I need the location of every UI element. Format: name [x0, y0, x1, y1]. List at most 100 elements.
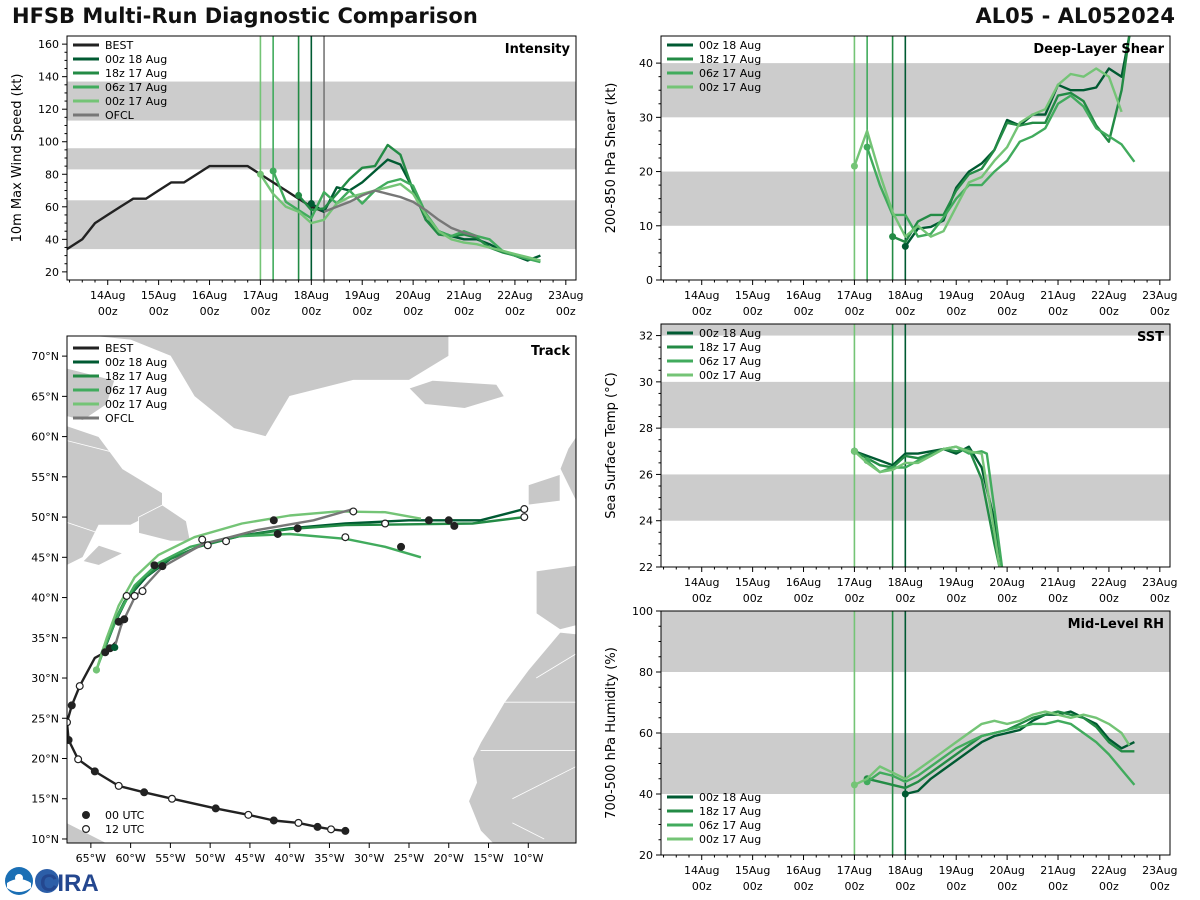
- best-track-marker: [211, 804, 220, 813]
- lat-tick-label: 15°N: [31, 793, 59, 806]
- x-tick-hour: 00z: [845, 305, 865, 318]
- noaa-bird-shape: [15, 874, 23, 882]
- legend-label: 18z 17 Aug: [105, 67, 167, 80]
- marker-legend-swatch: [81, 810, 90, 819]
- x-tick-date: 22Aug: [1091, 864, 1126, 877]
- x-tick-date: 16Aug: [786, 864, 821, 877]
- x-tick-date: 19Aug: [938, 864, 973, 877]
- marker-legend-label: 12 UTC: [105, 823, 145, 836]
- y-tick-label: 100: [38, 136, 59, 149]
- threshold-band: [661, 733, 1170, 794]
- series-line: [866, 719, 1136, 786]
- x-tick-date: 17Aug: [837, 289, 872, 302]
- y-axis-label: 10m Max Wind Speed (kt): [10, 74, 25, 243]
- lon-tick-label: 25°W: [394, 852, 424, 865]
- track-line: [95, 532, 422, 671]
- legend-label: 00z 18 Aug: [105, 53, 167, 66]
- x-tick-date: 15Aug: [735, 289, 770, 302]
- init-point: [269, 167, 277, 175]
- x-tick-hour: 00z: [895, 880, 915, 893]
- init-point: [863, 143, 871, 151]
- legend-label: 00z 17 Aug: [699, 833, 761, 846]
- forecast-position-marker: [122, 591, 131, 600]
- lat-tick-label: 70°N: [31, 350, 59, 363]
- y-tick-label: 80: [639, 666, 653, 679]
- x-tick-hour: 00z: [794, 305, 814, 318]
- x-tick-hour: 00z: [454, 305, 474, 318]
- forecast-position-marker: [450, 521, 459, 530]
- plot-area: [67, 36, 576, 280]
- x-tick-hour: 00z: [1150, 592, 1170, 605]
- greenland-land: [86, 336, 450, 438]
- panel-sst: 22 24 26 28 30 32 14Aug 00z 15Aug 00z 16Aug 00z 17Au…: [604, 323, 1178, 605]
- best-track-marker: [341, 826, 350, 835]
- baffin-island-land: [67, 367, 116, 421]
- forecast-position-marker: [203, 541, 212, 550]
- init-point: [850, 781, 858, 789]
- legend-label: BEST: [105, 39, 133, 52]
- panel-rh: 20 40 60 80 100 14Aug 00z 15Aug 00z 16Aug 00z 17Aug…: [604, 605, 1178, 893]
- lon-tick-label: 65°W: [76, 852, 106, 865]
- y-tick-label: 26: [639, 468, 653, 481]
- forecast-position-marker: [424, 516, 433, 525]
- series-line: [853, 447, 1001, 567]
- best-track-marker: [313, 822, 322, 831]
- x-tick-date: 22Aug: [497, 289, 532, 302]
- marker-legend-label: 00 UTC: [105, 809, 145, 822]
- y-tick-label: 20: [639, 849, 653, 862]
- lat-tick-label: 10°N: [31, 833, 59, 846]
- x-tick-hour: 00z: [845, 880, 865, 893]
- x-tick-hour: 00z: [98, 305, 118, 318]
- y-tick-label: 22: [639, 561, 653, 574]
- legend-label: 06z 17 Aug: [105, 81, 167, 94]
- country-borders: [480, 653, 576, 840]
- y-tick-label: 20: [45, 266, 59, 279]
- y-tick-label: 30: [639, 376, 653, 389]
- x-tick-hour: 00z: [200, 305, 220, 318]
- x-tick-hour: 00z: [895, 305, 915, 318]
- x-tick-date: 23Aug: [1142, 289, 1177, 302]
- x-tick-date: 14Aug: [684, 576, 719, 589]
- x-tick-hour: 00z: [794, 592, 814, 605]
- x-tick-hour: 00z: [149, 305, 169, 318]
- legend-label: 00z 18 Aug: [105, 356, 167, 369]
- init-point: [901, 242, 909, 250]
- x-tick-hour: 00z: [1048, 305, 1068, 318]
- plot-area: [661, 36, 1170, 280]
- y-axis-label: Sea Surface Temp (°C): [604, 372, 619, 519]
- init-point: [850, 447, 858, 455]
- panel-title: SST: [1137, 330, 1164, 345]
- plot-area: [661, 611, 1170, 855]
- series-line: [853, 445, 1001, 567]
- legend-label: 18z 17 Aug: [699, 53, 761, 66]
- x-tick-hour: 00z: [556, 305, 576, 318]
- init-point: [307, 200, 315, 208]
- x-tick-hour: 00z: [352, 305, 372, 318]
- lat-tick-label: 55°N: [31, 471, 59, 484]
- series-line: [905, 710, 1135, 796]
- x-tick-date: 18Aug: [888, 289, 923, 302]
- y-axis-label: 700-500 hPa Humidity (%): [604, 647, 619, 819]
- y-tick-label: 60: [639, 727, 653, 740]
- britain-land: [559, 435, 576, 502]
- x-tick-date: 17Aug: [243, 289, 278, 302]
- lat-tick-label: 50°N: [31, 511, 59, 524]
- lon-tick-label: 15°W: [473, 852, 503, 865]
- init-point: [850, 162, 858, 170]
- x-tick-date: 20Aug: [989, 576, 1024, 589]
- lon-tick-label: 10°W: [513, 852, 543, 865]
- best-track-marker: [167, 794, 176, 803]
- x-tick-hour: 00z: [743, 305, 763, 318]
- figure-title: HFSB Multi-Run Diagnostic Comparison: [12, 4, 478, 28]
- panel-shear: 0 10 20 30 40 14Aug 00z 15Aug 00z 16Aug 00z 17Aug 00…: [604, 35, 1178, 318]
- forecast-position-marker: [349, 507, 358, 516]
- x-tick-hour: 00z: [997, 592, 1017, 605]
- series-line: [271, 170, 541, 264]
- x-tick-date: 17Aug: [837, 864, 872, 877]
- y-tick-label: 140: [38, 71, 59, 84]
- lon-tick-label: 45°W: [235, 852, 265, 865]
- x-tick-date: 23Aug: [1142, 864, 1177, 877]
